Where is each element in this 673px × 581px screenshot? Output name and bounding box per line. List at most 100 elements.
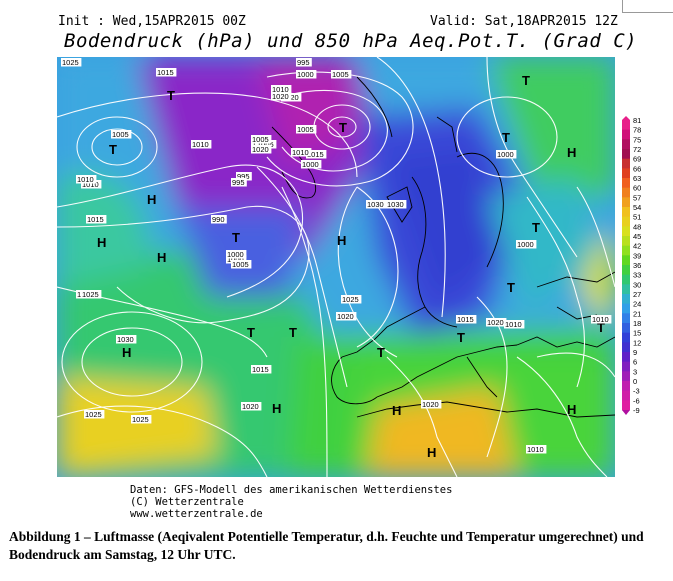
pressure-label-bg <box>256 140 277 149</box>
credit-line-3: www.wetterzentrale.de <box>130 508 263 520</box>
pressure-label: 1010 <box>272 85 289 94</box>
pressure-label-bg <box>61 58 82 67</box>
pressure-label-bg <box>116 335 137 344</box>
pressure-label-bg <box>241 402 262 411</box>
pressure-label: 1010 <box>505 320 522 329</box>
air-mass-field <box>57 57 615 477</box>
legend-tick-label: -9 <box>633 406 640 415</box>
pressure-label: 1015 <box>457 315 474 324</box>
legend-swatch <box>622 236 630 247</box>
pressure-label-bg <box>296 70 317 79</box>
corner-frame <box>622 0 673 13</box>
pressure-label: 1005 <box>112 130 129 139</box>
pressure-label-bg <box>496 150 517 159</box>
legend-swatch <box>622 139 630 150</box>
low-marker: T <box>339 120 347 135</box>
pressure-label-bg <box>366 200 387 209</box>
pressure-label-bg <box>591 315 612 324</box>
pressure-label-bg <box>81 290 102 299</box>
pressure-label: 1010 <box>77 175 94 184</box>
high-marker: H <box>392 403 401 418</box>
pressure-label: 1005 <box>252 135 269 144</box>
isobars <box>57 57 615 477</box>
pressure-centers: T T H H H T T H T T H H T T T T T T H H … <box>97 73 605 460</box>
legend-swatch <box>622 303 630 314</box>
pressure-label: 1000 <box>497 150 514 159</box>
legend-swatch <box>622 323 630 334</box>
legend-swatch <box>622 255 630 266</box>
pressure-label-bg <box>156 68 177 77</box>
legend-tick-label: 36 <box>633 261 641 270</box>
legend-swatch <box>622 120 630 131</box>
high-marker: H <box>157 250 166 265</box>
legend-swatch <box>622 216 630 227</box>
pressure-label: 1030 <box>387 200 404 209</box>
legend-tick-label: 48 <box>633 222 641 231</box>
legend-swatch <box>622 381 630 392</box>
legend-tick-label: 30 <box>633 280 641 289</box>
pressure-label: 1015 <box>87 215 104 224</box>
legend-tick-label: 45 <box>633 232 641 241</box>
low-marker: T <box>109 142 117 157</box>
pressure-label-bg <box>231 260 252 269</box>
low-marker: T <box>532 220 540 235</box>
temperature-legend: 8178757269666360575451484542393633302724… <box>622 116 641 415</box>
legend-swatch <box>622 313 630 324</box>
legend-swatch <box>622 390 630 401</box>
high-marker: H <box>122 345 131 360</box>
legend-swatch <box>622 361 630 372</box>
legend-swatch <box>622 149 630 160</box>
weather-map-canvas: T T H H H T T H T T H H T T T T T T H H … <box>57 57 615 477</box>
pressure-label-bg <box>306 150 327 159</box>
pressure-label-bg <box>226 255 247 264</box>
data-credit: Daten: GFS-Modell des amerikanischen Wet… <box>130 484 452 520</box>
pressure-label: 1020 <box>272 92 289 101</box>
pressure-label-bg <box>231 178 247 187</box>
pressure-label-bg <box>251 365 272 374</box>
legend-swatch <box>622 332 630 343</box>
pressure-label: 1005 <box>257 140 274 149</box>
pressure-label: 1010 <box>82 180 99 189</box>
credit-line-1: Daten: GFS-Modell des amerikanischen Wet… <box>130 484 453 496</box>
credit-line-2: (C) Wetterzentrale <box>130 496 244 508</box>
high-marker: H <box>337 233 346 248</box>
low-marker: T <box>289 325 297 340</box>
high-marker: H <box>272 401 281 416</box>
pressure-label: 1020 <box>337 312 354 321</box>
legend-tick-label: 57 <box>633 193 641 202</box>
legend-tick-label: 18 <box>633 319 641 328</box>
pressure-label-bg <box>336 312 357 321</box>
low-marker: T <box>457 330 465 345</box>
pressure-label-bg <box>251 135 272 144</box>
legend-tick-label: 33 <box>633 271 641 280</box>
legend-tick-label: 60 <box>633 184 641 193</box>
legend-tick-label: 3 <box>633 367 637 376</box>
valid-time: Valid: Sat,18APR2015 12Z <box>430 14 618 29</box>
low-marker: T <box>507 280 515 295</box>
pressure-label-bg <box>111 130 132 139</box>
pressure-label: 1000 <box>297 70 314 79</box>
pressure-label-bg <box>76 175 97 184</box>
pressure-labels: 1025101510051010995100010051020101010101… <box>61 58 612 454</box>
pressure-label: 1010 <box>592 315 609 324</box>
pressure-label-bg <box>516 240 537 249</box>
pressure-label-bg <box>131 415 152 424</box>
legend-tick-label: 27 <box>633 290 641 299</box>
pressure-label: 1025 <box>82 290 99 299</box>
pressure-label-bg <box>296 125 317 134</box>
pressure-label-bg <box>526 445 547 454</box>
legend-tick-label: 66 <box>633 164 641 173</box>
pressure-label-bg <box>271 92 292 101</box>
high-marker: H <box>567 145 576 160</box>
legend-swatch <box>622 226 630 237</box>
pressure-label: 1025 <box>85 410 102 419</box>
pressure-label-bg <box>86 215 107 224</box>
legend-swatch <box>622 274 630 285</box>
pressure-label-bg <box>504 320 525 329</box>
legend-tick-label: 0 <box>633 377 637 386</box>
weather-map: T T H H H T T H T T H H T T T T T T H H … <box>57 57 615 477</box>
legend-swatch <box>622 265 630 276</box>
pressure-label: 1020 <box>252 145 269 154</box>
legend-tick-label: 51 <box>633 213 641 222</box>
legend-tick-label: 21 <box>633 309 641 318</box>
